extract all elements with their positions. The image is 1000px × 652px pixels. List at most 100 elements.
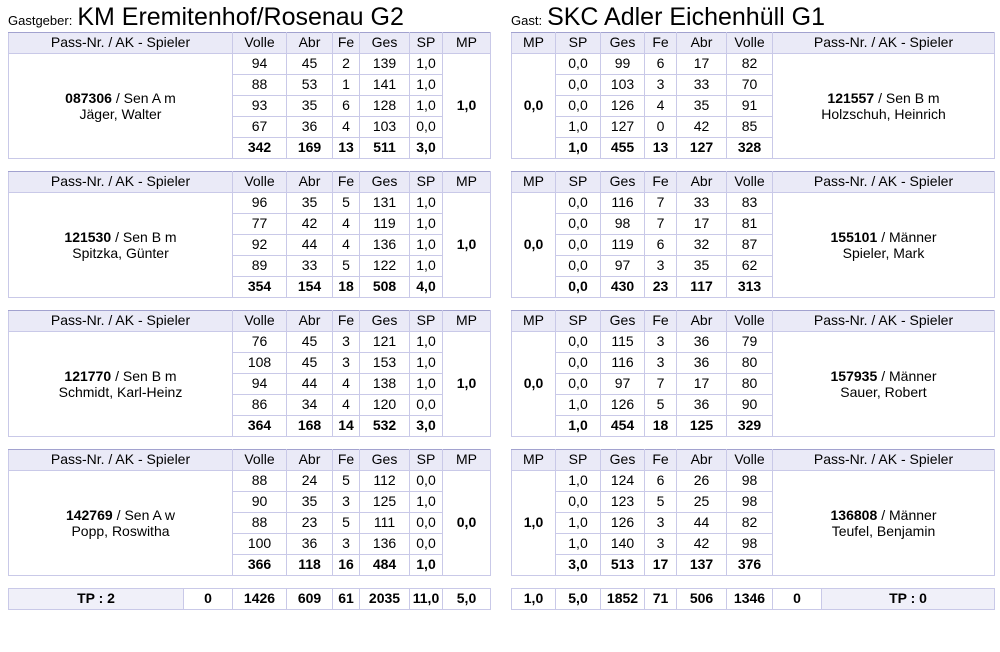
column-header-fe: Fe (332, 310, 360, 332)
team-points-cell: TP : 2 (8, 588, 184, 610)
score-cell: 119 (359, 213, 410, 235)
guest-footer: 1,0 5,0 1852 71 506 1346 0 TP : 0 (511, 588, 995, 610)
column-header-sp: SP (555, 32, 601, 54)
score-cell: 112 (359, 470, 410, 492)
score-cell: 88 (232, 470, 287, 492)
lane-row: 0,0 119 6 32 87 (512, 234, 995, 256)
guest-totals-table: 1,0 5,0 1852 71 506 1346 0 TP : 0 (511, 588, 995, 610)
column-header-mp: MP (511, 171, 556, 193)
score-cell: 3 (644, 331, 677, 353)
score-cell: 116 (600, 352, 645, 374)
player-class: / Männer (881, 368, 937, 384)
column-header-ges: Ges (600, 32, 645, 54)
guest-block-3: MP SP Ges Fe Abr Volle Pass-Nr. / AK - Spieler… (511, 310, 995, 437)
score-cell: 7 (644, 192, 677, 214)
player-id-line: 157935/ Männer (774, 368, 994, 384)
column-header-sp: SP (409, 32, 443, 54)
player-class: / Sen B m (115, 368, 177, 384)
score-cell: 35 (286, 192, 333, 214)
column-header-volle: Volle (726, 449, 773, 471)
column-header-mp: MP (511, 310, 556, 332)
guest-title: Gast: SKC Adler Eichenhüll G1 (511, 0, 994, 32)
total-cell: 18 (332, 276, 360, 298)
score-cell: 103 (359, 116, 410, 138)
score-cell: 4 (332, 116, 360, 138)
score-cell: 5 (332, 255, 360, 277)
score-cell: 4 (332, 234, 360, 256)
total-cell: 117 (676, 276, 727, 298)
score-cell: 70 (726, 74, 773, 96)
team-total-mp-cell: 5,0 (442, 588, 491, 610)
score-cell: 1,0 (555, 394, 601, 416)
column-header-row: Pass-Nr. / AK - Spieler Volle Abr Fe Ges SP MP (8, 449, 491, 471)
lane-row: 1,0 126 3 44 82 (512, 512, 995, 534)
column-header-sp: SP (409, 171, 443, 193)
player-name-line: Holzschuh, Heinrich (774, 106, 994, 122)
score-cell: 126 (600, 95, 645, 117)
column-header-ges: Ges (359, 310, 410, 332)
player-class: / Sen A m (115, 90, 176, 106)
column-header-ges: Ges (600, 310, 645, 332)
score-cell: 42 (286, 213, 333, 235)
player-id-line: 136808/ Männer (774, 507, 994, 523)
column-header-abr: Abr (286, 449, 333, 471)
player-total-row: 1,0 454 18 125 329 (512, 415, 995, 437)
host-block-2: Pass-Nr. / AK - Spieler Volle Abr Fe Ges SP MP… (8, 171, 491, 298)
score-cell: 42 (676, 116, 727, 138)
player-name-line: Jäger, Walter (10, 106, 232, 122)
score-cell: 33 (286, 255, 333, 277)
player-class: / Männer (881, 507, 937, 523)
column-header-volle: Volle (726, 32, 773, 54)
score-cell: 6 (644, 470, 677, 492)
score-cell: 1,0 (409, 192, 443, 214)
total-cell: 342 (232, 137, 287, 159)
column-header-player: Pass-Nr. / AK - Spieler (772, 32, 995, 54)
total-cell: 118 (286, 554, 333, 576)
score-cell: 45 (286, 352, 333, 374)
total-cell: 328 (726, 137, 773, 159)
column-header-abr: Abr (286, 32, 333, 54)
total-cell: 532 (359, 415, 410, 437)
total-cell: 14 (332, 415, 360, 437)
team-total-volle-cell: 1346 (726, 588, 773, 610)
total-cell: 1,0 (555, 137, 601, 159)
score-cell: 1,0 (409, 213, 443, 235)
column-header-volle: Volle (232, 32, 287, 54)
score-cell: 3 (332, 331, 360, 353)
score-cell: 1,0 (409, 373, 443, 395)
score-cell: 3 (644, 533, 677, 555)
column-header-mp: MP (442, 449, 491, 471)
player-id-line: 121557/ Sen B m (774, 90, 994, 106)
score-cell: 53 (286, 74, 333, 96)
player-class: / Sen B m (878, 90, 940, 106)
score-cell: 98 (726, 533, 773, 555)
score-cell: 17 (676, 373, 727, 395)
score-cell: 99 (600, 53, 645, 75)
score-cell: 1,0 (409, 53, 443, 75)
player-id-line: 155101/ Männer (774, 229, 994, 245)
total-cell: 169 (286, 137, 333, 159)
score-cell: 3 (644, 512, 677, 534)
score-cell: 103 (600, 74, 645, 96)
score-cell: 3 (644, 74, 677, 96)
column-header-fe: Fe (644, 310, 677, 332)
score-cell: 5 (644, 394, 677, 416)
lane-row: 1,0 140 3 42 98 (512, 533, 995, 555)
score-cell: 3 (644, 352, 677, 374)
score-cell: 86 (232, 394, 287, 416)
score-cell: 1,0 (555, 470, 601, 492)
team-total-sp-cell: 11,0 (409, 588, 443, 610)
score-cell: 121 (359, 331, 410, 353)
total-cell: 18 (644, 415, 677, 437)
lane-row: 1,0 126 5 36 90 (512, 394, 995, 416)
score-cell: 76 (232, 331, 287, 353)
score-cell: 80 (726, 373, 773, 395)
lane-row: 88 23 5 111 0,0 (9, 512, 491, 534)
column-header-mp: MP (442, 171, 491, 193)
total-cell: 3,0 (409, 137, 443, 159)
column-header-player: Pass-Nr. / AK - Spieler (772, 171, 995, 193)
score-cell: 6 (644, 234, 677, 256)
score-cell: 1,0 (409, 352, 443, 374)
player-name: Teufel, Benjamin (831, 523, 936, 539)
lane-row: 88 53 1 141 1,0 (9, 74, 491, 96)
